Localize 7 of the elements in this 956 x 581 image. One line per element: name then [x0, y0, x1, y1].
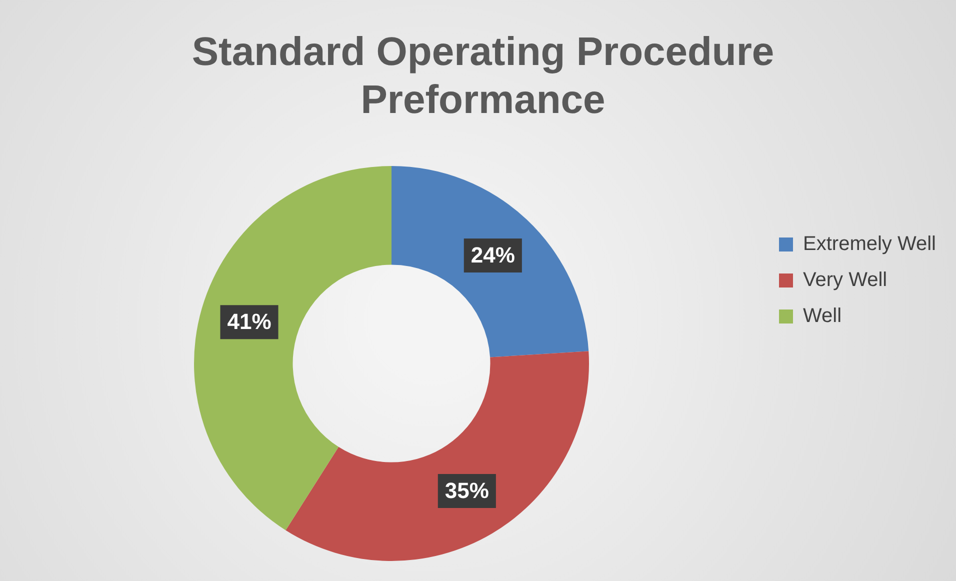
- legend-label: Well: [803, 305, 842, 328]
- legend-label: Very Well: [803, 269, 888, 292]
- data-label: 35%: [444, 478, 489, 504]
- data-label: 41%: [227, 309, 272, 334]
- legend-label: Extremely Well: [803, 233, 936, 256]
- data-label: 24%: [470, 242, 515, 268]
- chart-title: Standard Operating Procedure Preformance: [192, 30, 774, 122]
